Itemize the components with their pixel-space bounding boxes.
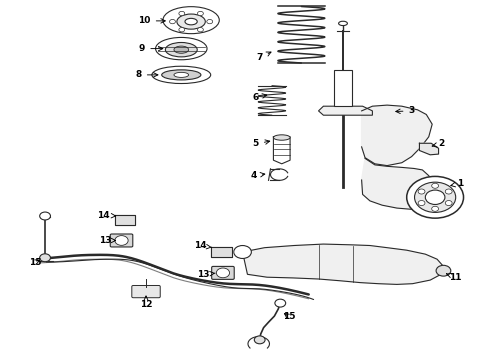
Polygon shape <box>273 137 290 164</box>
Polygon shape <box>318 106 372 115</box>
FancyBboxPatch shape <box>110 234 133 247</box>
Circle shape <box>418 189 425 194</box>
Polygon shape <box>243 244 443 284</box>
Text: 9: 9 <box>139 44 163 53</box>
Circle shape <box>197 11 203 15</box>
Circle shape <box>234 246 251 258</box>
Text: 11: 11 <box>446 273 462 282</box>
Text: 10: 10 <box>138 16 165 25</box>
Polygon shape <box>115 215 135 225</box>
Text: 2: 2 <box>432 139 444 148</box>
Circle shape <box>425 190 445 204</box>
Text: 14: 14 <box>97 211 116 220</box>
Circle shape <box>275 299 286 307</box>
Circle shape <box>217 268 229 278</box>
Circle shape <box>432 183 439 188</box>
Circle shape <box>179 11 185 15</box>
Polygon shape <box>362 158 441 210</box>
Ellipse shape <box>163 7 220 34</box>
Circle shape <box>40 254 50 262</box>
Text: 5: 5 <box>253 139 270 148</box>
FancyBboxPatch shape <box>212 266 234 279</box>
Circle shape <box>418 201 425 206</box>
Circle shape <box>115 236 128 246</box>
Polygon shape <box>362 105 432 166</box>
Circle shape <box>207 19 213 24</box>
Circle shape <box>432 206 439 211</box>
Ellipse shape <box>177 14 205 29</box>
Text: 12: 12 <box>140 296 152 309</box>
Text: 3: 3 <box>396 107 415 115</box>
Ellipse shape <box>162 70 201 80</box>
Ellipse shape <box>174 46 189 53</box>
Circle shape <box>436 265 451 276</box>
Polygon shape <box>419 143 439 155</box>
Ellipse shape <box>339 21 347 26</box>
Text: 8: 8 <box>136 71 158 79</box>
FancyBboxPatch shape <box>334 70 352 106</box>
Circle shape <box>197 28 203 32</box>
Ellipse shape <box>174 72 189 77</box>
Text: 14: 14 <box>194 242 212 251</box>
Circle shape <box>445 201 452 206</box>
Circle shape <box>407 176 464 218</box>
Ellipse shape <box>185 18 197 25</box>
Text: 6: 6 <box>253 93 267 102</box>
Text: 4: 4 <box>250 171 265 180</box>
Circle shape <box>40 212 50 220</box>
Text: 15: 15 <box>283 312 295 321</box>
Ellipse shape <box>165 42 197 57</box>
FancyBboxPatch shape <box>132 285 160 298</box>
Text: 13: 13 <box>197 270 215 279</box>
Circle shape <box>445 189 452 194</box>
Ellipse shape <box>152 66 211 84</box>
Ellipse shape <box>156 37 207 60</box>
Circle shape <box>415 182 456 212</box>
Circle shape <box>179 28 185 32</box>
Circle shape <box>254 336 265 344</box>
Text: 7: 7 <box>256 52 271 62</box>
Text: 15: 15 <box>29 258 42 266</box>
Text: 1: 1 <box>451 179 464 188</box>
Ellipse shape <box>273 135 290 140</box>
Polygon shape <box>211 247 232 257</box>
Circle shape <box>170 19 175 24</box>
Text: 13: 13 <box>99 236 116 245</box>
